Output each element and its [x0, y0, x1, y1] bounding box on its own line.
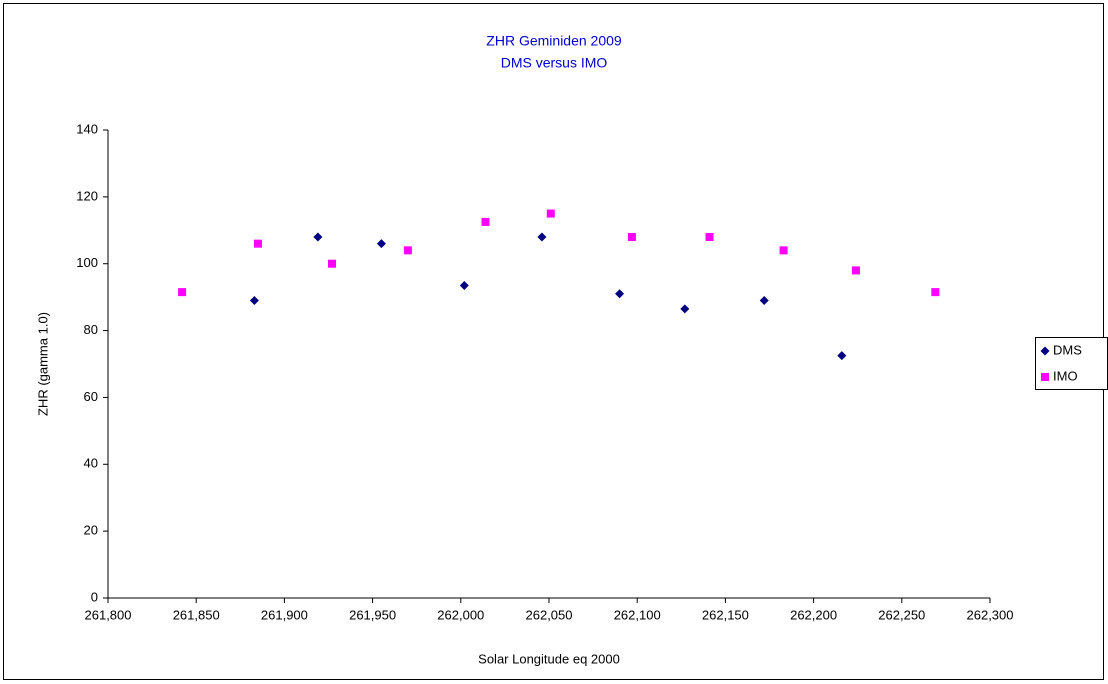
point: [546, 209, 555, 218]
y-tick-label: 100: [76, 255, 98, 270]
x-axis-label: Solar Longitude eq 2000: [478, 651, 620, 666]
point: [459, 280, 469, 290]
point: [759, 295, 769, 305]
point: [615, 289, 625, 299]
point: [705, 232, 714, 241]
x-tick-label: 262,200: [790, 607, 837, 622]
x-tick-label: 262,050: [526, 607, 573, 622]
point: [680, 304, 690, 314]
x-tick-label: 261,850: [173, 607, 220, 622]
point: [481, 217, 490, 226]
x-tick-label: 262,150: [702, 607, 749, 622]
x-tick-label: 261,950: [349, 607, 396, 622]
point: [931, 288, 940, 297]
legend-marker: [1040, 346, 1050, 356]
x-tick-label: 262,300: [967, 607, 1014, 622]
point: [627, 232, 636, 241]
point: [313, 232, 323, 242]
point: [537, 232, 547, 242]
y-tick-label: 120: [76, 188, 98, 203]
point: [253, 239, 262, 248]
legend-label: DMS: [1053, 342, 1082, 357]
y-tick-label: 0: [91, 589, 98, 604]
point: [328, 259, 337, 268]
x-tick-label: 261,900: [261, 607, 308, 622]
y-tick-label: 40: [84, 456, 98, 471]
point: [249, 295, 259, 305]
x-tick-label: 262,250: [878, 607, 925, 622]
point: [403, 246, 412, 255]
point: [376, 239, 386, 249]
point: [178, 288, 187, 297]
y-tick-label: 20: [84, 523, 98, 538]
x-tick-label: 262,100: [614, 607, 661, 622]
point: [779, 246, 788, 255]
legend-label: IMO: [1053, 368, 1078, 383]
y-tick-label: 60: [84, 389, 98, 404]
legend-marker: [1041, 373, 1049, 381]
y-tick-label: 80: [84, 322, 98, 337]
chart-subtitle: DMS versus IMO: [501, 55, 608, 71]
y-tick-label: 140: [76, 121, 98, 136]
y-axis-label: ZHR (gamma 1.0): [35, 312, 50, 416]
point: [851, 266, 860, 275]
x-tick-label: 261,800: [85, 607, 132, 622]
chart-border: [3, 3, 1104, 680]
point: [837, 351, 847, 361]
chart-title: ZHR Geminiden 2009: [486, 33, 622, 49]
x-tick-label: 262,000: [437, 607, 484, 622]
